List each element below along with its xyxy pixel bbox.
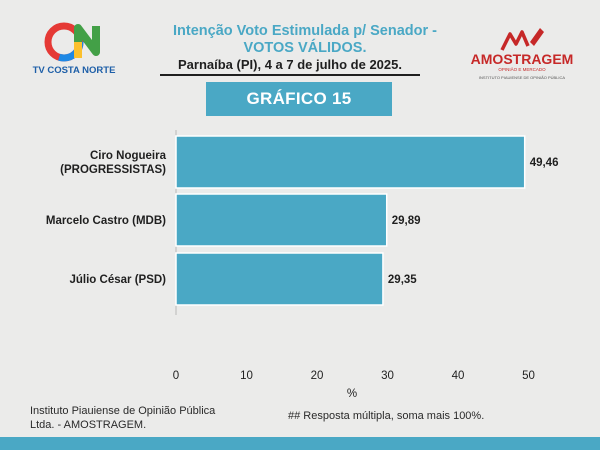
- tv-costa-norte-logo: TV COSTA NORTE: [33, 22, 116, 76]
- category-label-0-line-1: (PROGRESSISTAS): [60, 164, 166, 176]
- source-note: Instituto Piauiense de Opinião Pública L…: [30, 405, 216, 431]
- category-label-1: Marcelo Castro (MDB): [46, 215, 166, 227]
- bar-2: [175, 252, 384, 306]
- chart-title-line1: Intenção Voto Estimulada p/ Senador -: [173, 23, 437, 39]
- x-tick-label-4: 40: [452, 370, 465, 382]
- chart-number-badge: GRÁFICO 15: [206, 82, 392, 116]
- x-axis-label: %: [347, 388, 357, 400]
- x-tick-label-5: 50: [522, 370, 535, 382]
- bottom-accent-band: [0, 437, 600, 450]
- amostragem-logo: AMOSTRAGEM OPINIÃO E MERCADO INSTITUTO P…: [471, 28, 574, 80]
- x-tick-label-3: 30: [381, 370, 394, 382]
- category-label-2: Júlio César (PSD): [70, 274, 167, 286]
- amostragem-text: AMOSTRAGEM: [471, 51, 574, 67]
- tv-costa-norte-text: TV COSTA NORTE: [33, 65, 116, 76]
- amostragem-tagline: OPINIÃO E MERCADO: [498, 66, 546, 72]
- bar-1: [175, 193, 388, 247]
- data-label-2: 29,35: [388, 274, 417, 286]
- bar-chart: 49,46 Ciro Nogueira (PROGRESSISTAS) 29,89 Ma…: [46, 130, 559, 400]
- category-label-0: Ciro Nogueira (PROGRESSISTAS): [60, 150, 166, 176]
- bar-0: [175, 135, 526, 189]
- x-tick-label-0: 0: [173, 370, 179, 382]
- category-label-1-line-0: Marcelo Castro (MDB): [46, 215, 166, 227]
- x-tick-label-1: 10: [240, 370, 253, 382]
- category-label-0-line-0: Ciro Nogueira: [90, 150, 167, 162]
- chart-subtitle: Parnaíba (PI), 4 a 7 de julho de 2025.: [178, 57, 402, 72]
- category-label-2-line-0: Júlio César (PSD): [70, 274, 167, 286]
- subtitle-underline: [160, 74, 420, 76]
- data-label-0: 49,46: [530, 157, 559, 169]
- x-tick-label-2: 20: [311, 370, 324, 382]
- amostragem-subtext: INSTITUTO PIAUIENSE DE OPINIÃO PÚBLICA: [479, 75, 565, 80]
- data-label-1: 29,89: [392, 215, 421, 227]
- multiple-response-note: ## Resposta múltipla, soma mais 100%.: [288, 410, 485, 422]
- chart-title-line2: VOTOS VÁLIDOS.: [243, 40, 367, 56]
